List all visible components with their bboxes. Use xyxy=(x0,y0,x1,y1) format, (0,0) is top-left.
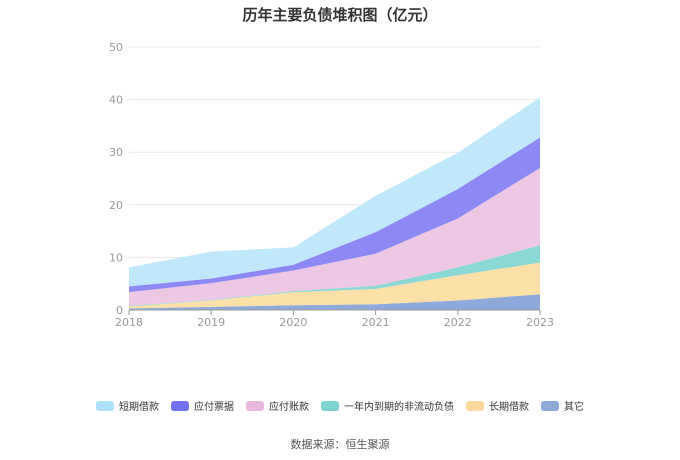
area-其它 xyxy=(129,294,540,310)
chart-title: 历年主要负债堆积图（亿元） xyxy=(242,6,438,24)
legend-swatch xyxy=(246,400,264,411)
legend-label: 应付票据 xyxy=(194,402,234,413)
legend-label: 一年内到期的非流动负债 xyxy=(344,402,454,413)
y-tick-label: 0 xyxy=(116,304,123,317)
area-应付票据 xyxy=(129,137,540,293)
data-source: 数据来源：恒生聚源 xyxy=(290,438,390,451)
legend-swatch xyxy=(96,400,114,411)
legend-item[interactable]: 长期借款 xyxy=(466,398,529,413)
x-tick-label: 2018 xyxy=(115,316,143,329)
area-短期借款 xyxy=(129,97,540,287)
legend-swatch xyxy=(171,400,189,411)
legend-swatch xyxy=(541,400,559,411)
legend-label: 应付账款 xyxy=(269,402,309,413)
legend-label: 短期借款 xyxy=(119,402,159,413)
area-series xyxy=(129,97,540,310)
x-tick-label: 2022 xyxy=(444,316,472,329)
legend-swatch xyxy=(466,400,484,411)
legend-item[interactable]: 应付账款 xyxy=(246,398,309,413)
area-长期借款 xyxy=(129,262,540,309)
y-tick-label: 10 xyxy=(109,251,123,264)
legend-item[interactable]: 应付票据 xyxy=(171,398,234,413)
stacked-area-chart: 0 10 20 30 40 50 2018 2019 2020 2021 2022 2023 xyxy=(109,41,554,329)
x-tick-label: 2021 xyxy=(362,316,390,329)
y-tick-label: 30 xyxy=(109,146,123,159)
area-应付账款 xyxy=(129,167,540,306)
legend-item[interactable]: 一年内到期的非流动负债 xyxy=(321,398,454,413)
x-tick-label: 2019 xyxy=(197,316,225,329)
axes: 0 10 20 30 40 50 2018 2019 2020 2021 2022 2023 xyxy=(109,41,554,329)
legend-item[interactable]: 短期借款 xyxy=(96,398,159,413)
y-tick-label: 20 xyxy=(109,199,123,212)
y-tick-label: 50 xyxy=(109,41,123,54)
x-tick-label: 2023 xyxy=(526,316,554,329)
legend: 短期借款 应付票据 应付账款 一年内到期的非流动负债 长期借款 其它 xyxy=(0,398,680,413)
x-tick-label: 2020 xyxy=(279,316,307,329)
legend-swatch xyxy=(321,400,339,411)
legend-label: 长期借款 xyxy=(489,402,529,413)
y-tick-label: 40 xyxy=(109,94,123,107)
legend-item[interactable]: 其它 xyxy=(541,398,584,413)
legend-label: 其它 xyxy=(564,402,584,413)
